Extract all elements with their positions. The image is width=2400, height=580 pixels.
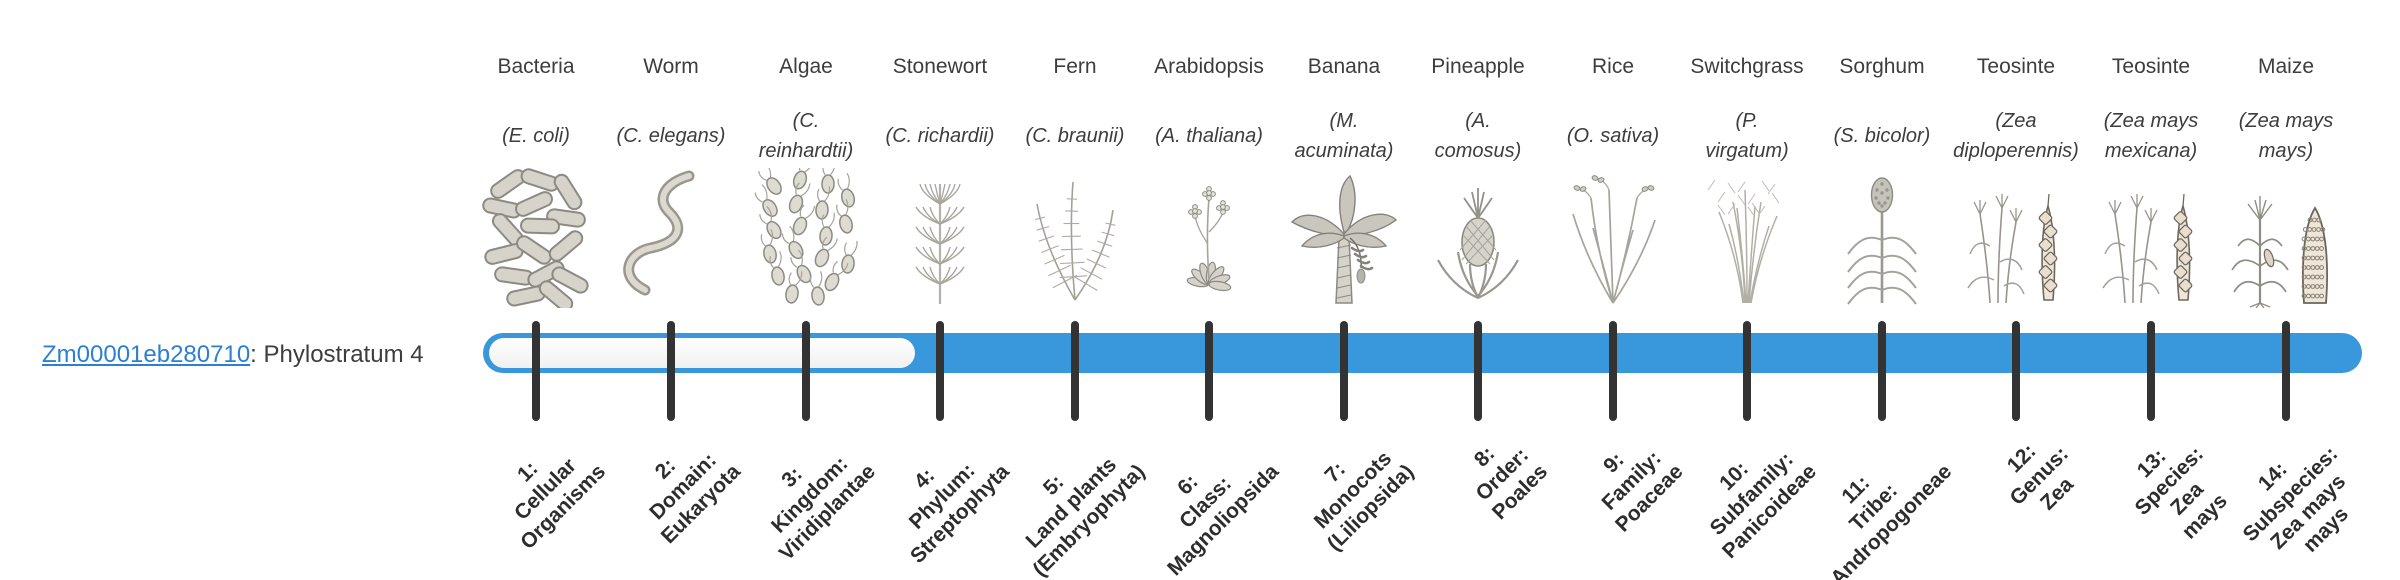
- organism-name: Algae: [779, 55, 833, 78]
- icon-svg: [915, 183, 965, 304]
- stratum-label: 5: Land plants (Embryophyta): [1021, 453, 1150, 580]
- stratum-label: 1: Cellular Organisms: [510, 453, 611, 554]
- stratum-label: 6: Class: Magnoliopsida: [1163, 460, 1284, 580]
- pineapple-icon: [1418, 168, 1538, 308]
- stratum-label: 14: Subspecies: Zea mays mays: [2238, 442, 2354, 557]
- organism-species: (E. coli): [502, 125, 570, 147]
- organism-species: (O. sativa): [1566, 125, 1660, 147]
- banana-icon: [1284, 168, 1404, 308]
- organism-species: (C. braunii): [1025, 125, 1125, 147]
- organism-species: (Zea diploperennis): [1953, 110, 2079, 162]
- phylostratum-bar: [483, 333, 2362, 373]
- gene-id-link[interactable]: Zm00001eb280710: [42, 341, 251, 368]
- icon-svg: [1437, 188, 1519, 299]
- organism-name: Fern: [1053, 55, 1097, 78]
- organism-name: Sorghum: [1839, 55, 1925, 78]
- gene-label: Zm00001eb280710: Phylostratum 4: [42, 341, 424, 369]
- organism-species: (S. bicolor): [1833, 125, 1931, 147]
- icon-svg: [1847, 177, 1917, 305]
- stratum-label: 4: Phylum: Streptophyta: [905, 458, 1015, 568]
- organism-species: (A. comosus): [1434, 110, 1522, 162]
- stratum-label: 8: Order: Poales: [1470, 442, 1553, 525]
- organism-species: (P. virgatum): [1705, 110, 1789, 162]
- icon-svg: [1035, 181, 1116, 301]
- stratum-tick: [936, 321, 944, 421]
- organism-species: (Zea mays mexicana): [2103, 110, 2199, 162]
- arabidopsis-icon: [1149, 168, 1269, 308]
- icon-svg: [2102, 193, 2193, 304]
- stratum-tick: [2282, 321, 2290, 421]
- organism-name: Teosinte: [1976, 55, 2056, 78]
- icon-svg: [2231, 196, 2328, 308]
- organism-species: (C. reinhardtii): [758, 110, 854, 162]
- stratum-tick: [1205, 321, 1213, 421]
- icon-svg: [1572, 175, 1656, 304]
- stratum-label: 7: Monocots (Liliopsida): [1309, 446, 1419, 556]
- stratum-label: 9: Family: Poaceae: [1597, 446, 1688, 537]
- organism-name: Arabidopsis: [1154, 55, 1264, 78]
- organism-name: Banana: [1307, 55, 1381, 78]
- organism-name: Rice: [1591, 55, 1634, 78]
- icon-svg: [482, 168, 589, 308]
- teosinte-diploperennis-icon: [1956, 168, 2076, 308]
- stratum-tick: [802, 321, 810, 421]
- organism-species: (C. richardii): [885, 125, 995, 147]
- organism-name: Stonewort: [892, 55, 988, 78]
- organism-name: Bacteria: [497, 55, 575, 78]
- rice-icon: [1553, 168, 1673, 308]
- stratum-tick: [1743, 321, 1751, 421]
- stratum-tick: [667, 321, 675, 421]
- stratum-tick: [1474, 321, 1482, 421]
- icon-svg: [1186, 186, 1232, 292]
- stratum-tick: [1340, 321, 1348, 421]
- organism-name: Teosinte: [2111, 55, 2191, 78]
- organism-species: (M. acuminata): [1294, 110, 1394, 162]
- organism-name: Switchgrass: [1690, 55, 1804, 78]
- stratum-label: 12: Genus: Zea: [2002, 439, 2078, 515]
- icon-svg: [1290, 174, 1398, 304]
- organism-name: Maize: [2257, 55, 2315, 78]
- icon-svg: [1707, 179, 1780, 304]
- stratum-tick: [1878, 321, 1886, 421]
- organism-species: (A. thaliana): [1155, 125, 1263, 147]
- bacteria-icon: [476, 168, 596, 308]
- phylostratum-bar-unfilled-segment: [489, 338, 915, 368]
- fern-icon: [1015, 168, 1135, 308]
- gene-classification: Phylostratum 4: [263, 341, 424, 368]
- teosinte-mexicana-icon: [2091, 168, 2211, 308]
- organism-species: (C. elegans): [616, 125, 726, 147]
- stratum-tick: [2012, 321, 2020, 421]
- maize-icon: [2226, 168, 2346, 308]
- sorghum-icon: [1822, 168, 1942, 308]
- organism-name: Pineapple: [1431, 55, 1525, 78]
- switchgrass-icon: [1687, 168, 1807, 308]
- icon-svg: [623, 170, 695, 296]
- gene-separator: :: [250, 341, 264, 368]
- stratum-label: 3: Kingdom: Viridiplantae: [767, 452, 881, 566]
- stratum-tick: [2147, 321, 2155, 421]
- organism-name: Worm: [643, 55, 699, 78]
- stratum-tick: [1609, 321, 1617, 421]
- worm-icon: [611, 168, 731, 308]
- stratum-tick: [1071, 321, 1079, 421]
- stratum-tick: [532, 321, 540, 421]
- organism-species: (Zea mays mays): [2238, 110, 2334, 162]
- stonewort-icon: [880, 168, 1000, 308]
- stratum-label: 11: Tribe: Andropogoneae: [1826, 460, 1957, 580]
- algae-icon: [746, 168, 866, 308]
- icon-svg: [754, 168, 858, 306]
- stratum-label: 13: Species: Zea mays: [2130, 442, 2232, 544]
- stratum-label: 2: Domain: Eukaryota: [645, 448, 746, 549]
- icon-svg: [1967, 193, 2058, 304]
